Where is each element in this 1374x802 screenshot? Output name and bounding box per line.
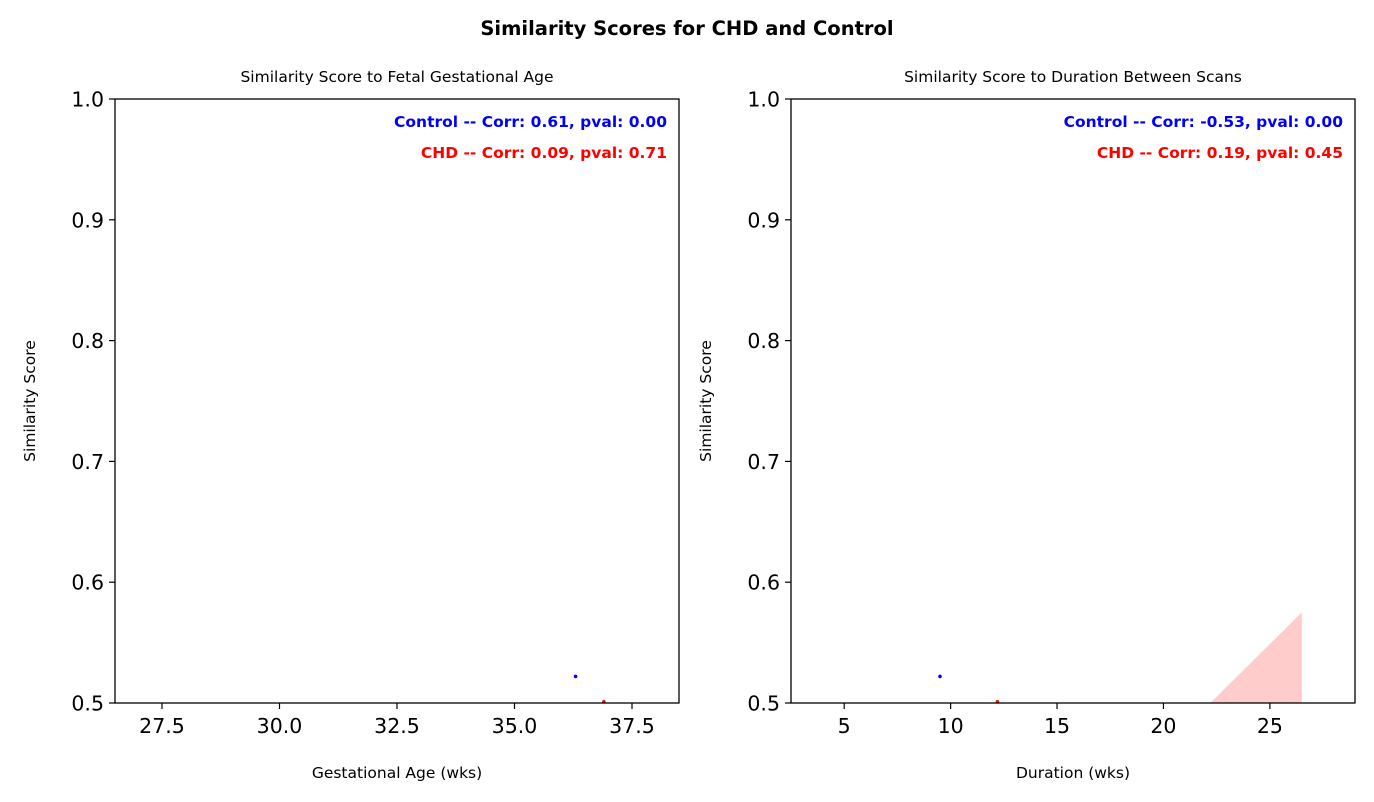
y-tick-label: 1.0 xyxy=(747,88,780,112)
x-tick-label: 15 xyxy=(1044,714,1070,738)
y-tick-label: 0.8 xyxy=(747,329,780,353)
y-tick-label: 0.7 xyxy=(71,450,104,474)
y-tick-label: 0.9 xyxy=(747,208,780,232)
y-axis-label: Similarity Score xyxy=(697,340,715,462)
x-axis-label: Duration (wks) xyxy=(1016,764,1130,782)
y-tick-label: 0.5 xyxy=(71,692,104,716)
x-tick-label: 20 xyxy=(1150,714,1176,738)
subplot-1: 27.5 30.0 32.5 35.0 37.5 0.5 0.6 0.7 0.8 0.9 1.0 Si… xyxy=(21,68,680,782)
x-tick-label: 37.5 xyxy=(609,714,655,738)
y-tick-label: 0.6 xyxy=(747,571,780,595)
x-tick-label: 30.0 xyxy=(257,714,303,738)
y-tick-label: 0.8 xyxy=(71,329,104,353)
x-tick-label: 25 xyxy=(1257,714,1283,738)
y-tick-label: 0.5 xyxy=(747,692,780,716)
correlation-annotation-chd: CHD -- Corr: 0.19, pval: 0.45 xyxy=(1097,144,1343,162)
x-tick-label: 27.5 xyxy=(139,714,185,738)
correlation-annotation-control: Control -- Corr: 0.61, pval: 0.00 xyxy=(394,113,667,131)
x-tick-label: 32.5 xyxy=(374,714,420,738)
x-tick-label: 10 xyxy=(938,714,964,738)
axes-frame xyxy=(114,98,680,704)
x-tick-label: 35.0 xyxy=(492,714,538,738)
y-tick-label: 0.9 xyxy=(71,208,104,232)
y-tick-label: 1.0 xyxy=(71,88,104,112)
confidence-band-chd_band xyxy=(1210,612,1302,703)
y-tick-label: 0.7 xyxy=(747,450,780,474)
subplot-2: 5 10 15 20 25 0.5 0.6 0.7 0.8 0.9 1.0 Similarity Sc… xyxy=(697,68,1356,782)
x-axis-label: Gestational Age (wks) xyxy=(312,764,482,782)
subplot-title: Similarity Score to Fetal Gestational Ag… xyxy=(240,68,553,86)
x-tick-label: 5 xyxy=(838,714,851,738)
axes-frame xyxy=(790,98,1356,704)
correlation-annotation-control: Control -- Corr: -0.53, pval: 0.00 xyxy=(1064,113,1344,131)
subplot-title: Similarity Score to Duration Between Sca… xyxy=(904,68,1242,86)
data-point-control xyxy=(573,674,578,679)
correlation-annotation-chd: CHD -- Corr: 0.09, pval: 0.71 xyxy=(421,144,667,162)
figure-suptitle: Similarity Scores for CHD and Control xyxy=(480,17,894,40)
y-axis-label: Similarity Score xyxy=(21,340,39,462)
data-point-control xyxy=(938,674,942,679)
y-tick-label: 0.6 xyxy=(71,571,104,595)
